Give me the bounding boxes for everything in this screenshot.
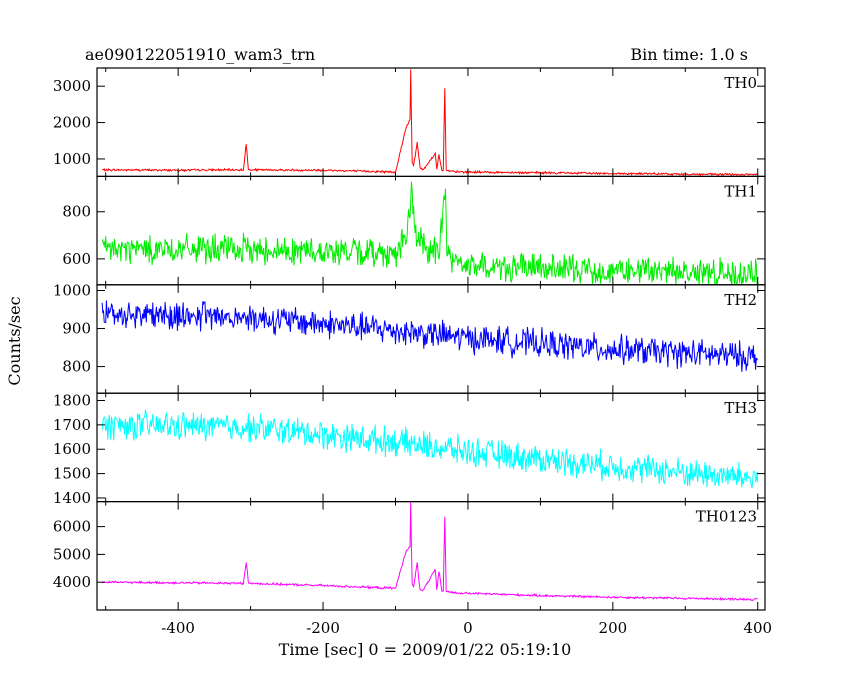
panel-frame [96,501,766,611]
panel-label: TH3 [724,399,757,417]
series-line-th2 [101,300,759,372]
y-tick-label: 800 [62,203,91,221]
series-line-th0123 [101,501,758,602]
x-axis-title: Time [sec] 0 = 2009/01/22 05:19:10 [279,640,572,659]
panel-label: TH0 [724,74,757,92]
y-tick-label: 1500 [53,465,91,483]
panel-frame [96,392,766,503]
y-tick-label: 600 [62,250,91,268]
panel-th0: 1000 2000 3000 TH0 [53,67,766,178]
chart-title: ae090122051910_wam3_trn [85,45,315,64]
y-tick-label: 1000 [53,150,91,168]
series-line-th3 [101,409,759,489]
y-tick-label: 1800 [53,392,91,410]
x-tick-label: 0 [463,619,473,637]
panel-th2: 800 900 1000 TH2 [53,282,766,394]
panel-th0123: 4000 5000 6000 TH0123 [53,501,766,611]
y-axis-title: Counts/sec [5,296,24,385]
panel-th3: 1400 1500 1600 1700 1800 TH3 [53,392,766,507]
series-line-th1 [101,181,758,285]
panel-label: TH0123 [696,508,757,526]
y-tick-label: 5000 [53,545,91,563]
y-tick-label: 2000 [53,114,91,132]
y-tick-label: 800 [62,358,91,376]
x-tick-label: 200 [599,619,628,637]
y-tick-label: 6000 [53,518,91,536]
panel-label: TH1 [724,182,757,200]
y-tick-label: 1400 [53,489,91,507]
panel-frame [96,284,766,394]
panel-label: TH2 [724,291,757,309]
y-tick-label: 1000 [53,282,91,300]
bin-time-label: Bin time: 1.0 s [630,45,748,64]
y-tick-label: 4000 [53,573,91,591]
x-tick-label: 400 [743,619,772,637]
x-tick-label: -400 [161,619,195,637]
y-tick-label: 1700 [53,416,91,434]
y-tick-label: 1600 [53,440,91,458]
x-tick-label: -200 [306,619,340,637]
series-line-th0 [102,69,758,177]
y-tick-label: 900 [62,320,91,338]
y-tick-label: 3000 [53,77,91,95]
panel-th1: 600 800 TH1 [62,175,766,286]
